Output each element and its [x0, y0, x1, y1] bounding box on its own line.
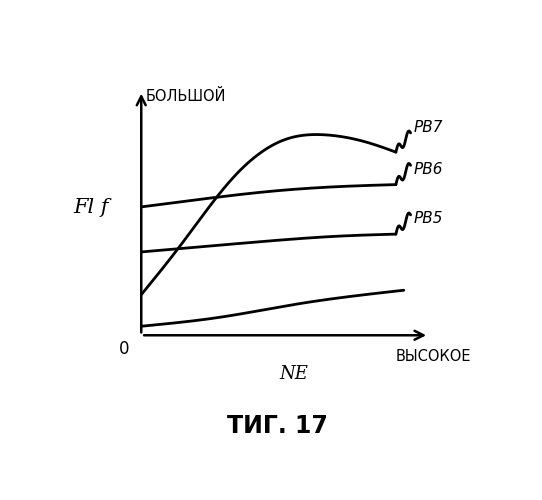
Text: БОЛЬШОЙ: БОЛЬШОЙ	[145, 90, 226, 104]
Text: 0: 0	[119, 340, 130, 358]
Text: PB7: PB7	[414, 120, 443, 134]
Text: PB6: PB6	[414, 162, 443, 176]
Text: NE: NE	[279, 365, 308, 383]
Text: ВЫСОКОЕ: ВЫСОКОЕ	[396, 349, 471, 364]
Text: PB5: PB5	[414, 211, 443, 226]
Text: ΤИГ. 17: ΤИГ. 17	[227, 414, 328, 438]
Text: Fl f: Fl f	[73, 198, 108, 217]
